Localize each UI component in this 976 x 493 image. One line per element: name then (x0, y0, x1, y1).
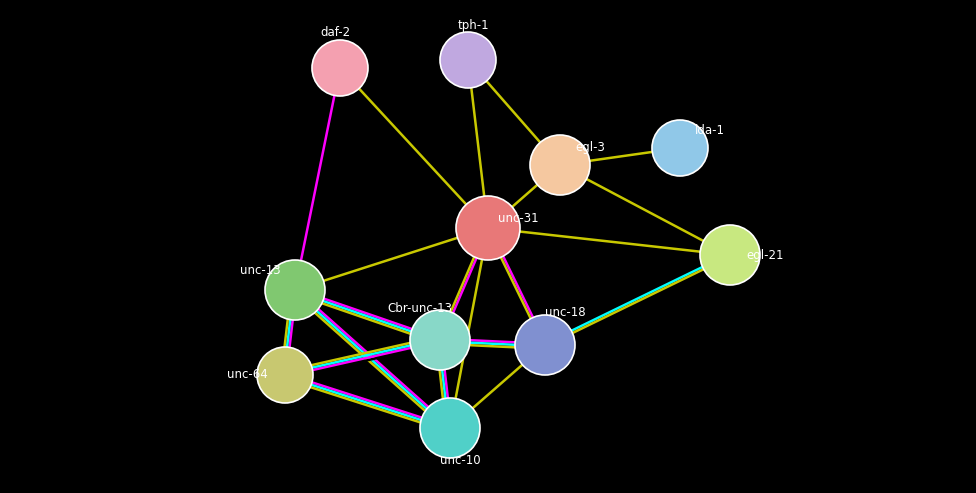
Text: unc-64: unc-64 (226, 368, 267, 382)
Text: tph-1: tph-1 (457, 19, 489, 32)
Circle shape (515, 315, 575, 375)
Text: unc-10: unc-10 (439, 454, 480, 466)
Circle shape (652, 120, 708, 176)
Text: daf-2: daf-2 (320, 27, 350, 39)
Circle shape (530, 135, 590, 195)
Circle shape (440, 32, 496, 88)
Text: lda-1: lda-1 (695, 124, 725, 137)
Circle shape (456, 196, 520, 260)
Text: Cbr-unc-13: Cbr-unc-13 (387, 302, 453, 315)
Text: unc-18: unc-18 (545, 307, 586, 319)
Circle shape (265, 260, 325, 320)
Circle shape (420, 398, 480, 458)
Circle shape (700, 225, 760, 285)
Text: unc-31: unc-31 (498, 211, 539, 224)
Text: egl-21: egl-21 (747, 248, 784, 261)
Text: unc-13: unc-13 (240, 263, 280, 277)
Circle shape (257, 347, 313, 403)
Text: egl-3: egl-3 (575, 141, 605, 153)
Circle shape (410, 310, 470, 370)
Circle shape (312, 40, 368, 96)
